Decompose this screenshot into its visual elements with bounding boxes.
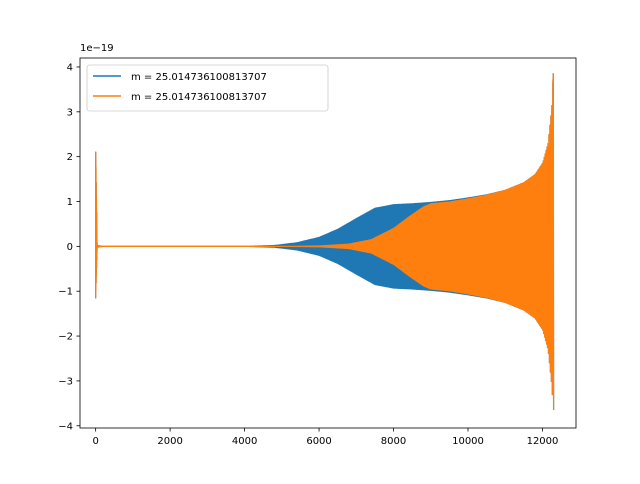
- y-tick-label: −3: [58, 376, 73, 387]
- series-layer: [95, 73, 555, 411]
- legend: m = 25.014736100813707 m = 25.01473610081…: [86, 64, 329, 112]
- y-tick-label: −1: [58, 287, 73, 298]
- y-tick-label: −4: [58, 421, 73, 432]
- legend-label: m = 25.014736100813707: [131, 72, 267, 83]
- x-tick-label: 8000: [381, 436, 406, 447]
- x-tick-label: 4000: [232, 436, 257, 447]
- x-axis: 0 2000 4000 6000 8000 10000 12000: [92, 428, 558, 447]
- plot-frame: [79, 57, 577, 429]
- legend-box: [86, 64, 329, 112]
- y-offset-text: 1e−19: [80, 43, 114, 54]
- x-tick-label: 6000: [306, 436, 331, 447]
- y-tick-label: −2: [58, 332, 73, 343]
- y-tick-label: 4: [67, 62, 73, 73]
- y-tick-label: 0: [67, 242, 73, 253]
- y-tick-label: 3: [67, 107, 73, 118]
- y-tick-label: 1: [67, 197, 73, 208]
- legend-label: m = 25.014736100813707: [131, 92, 267, 103]
- x-tick-label: 2000: [157, 436, 182, 447]
- x-tick-label: 12000: [527, 436, 559, 447]
- x-tick-label: 10000: [452, 436, 484, 447]
- y-axis: −4 −3 −2 −1 0 1 2 3 4: [58, 62, 80, 432]
- y-tick-label: 2: [67, 152, 73, 163]
- x-tick-label: 0: [92, 436, 98, 447]
- series-line-2: [95, 73, 555, 411]
